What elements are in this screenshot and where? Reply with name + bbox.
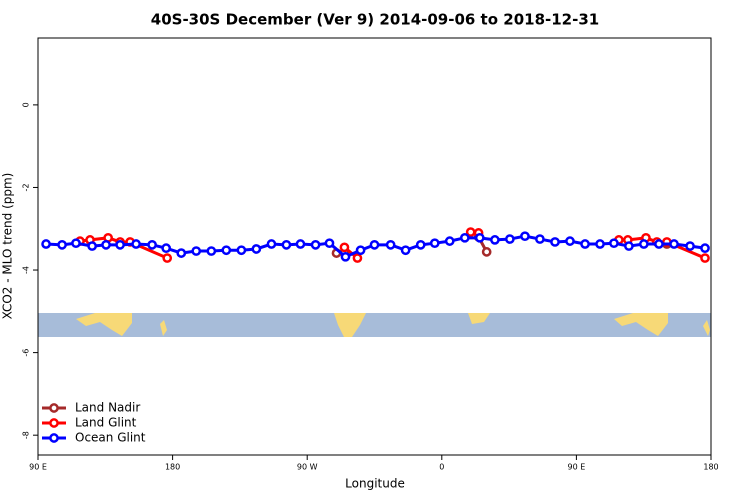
- land: [703, 320, 710, 336]
- y-tick-label: 0: [22, 102, 31, 107]
- point: [520, 231, 530, 242]
- legend-swatch: [49, 418, 59, 428]
- legend-swatch: [49, 403, 59, 413]
- point: [429, 238, 440, 249]
- x-tick-label: 180: [703, 463, 718, 472]
- point: [147, 239, 157, 250]
- point: [638, 239, 649, 249]
- point: [565, 236, 575, 246]
- y-tick-label: -2: [22, 183, 31, 191]
- point: [550, 237, 560, 247]
- point: [206, 246, 217, 256]
- legend-label: Ocean Glint: [75, 431, 146, 445]
- y-axis-label: XCO2 - MLO trend (ppm): [1, 173, 15, 320]
- point: [295, 239, 306, 249]
- land: [160, 320, 167, 336]
- point: [355, 245, 366, 256]
- point: [580, 239, 590, 249]
- point: [266, 239, 277, 249]
- land: [334, 313, 366, 337]
- plot-frame: [37, 37, 712, 456]
- point: [609, 238, 619, 249]
- point: [281, 239, 292, 250]
- point: [685, 241, 695, 251]
- land: [614, 313, 668, 336]
- point: [459, 232, 470, 243]
- point: [595, 239, 605, 249]
- x-tick-label: 90 W: [297, 463, 318, 472]
- point: [191, 246, 202, 256]
- chart-title: 40S-30S December (Ver 9) 2014-09-06 to 2…: [151, 11, 599, 29]
- point: [131, 239, 141, 249]
- point: [162, 253, 173, 263]
- point: [654, 239, 664, 249]
- point: [101, 239, 111, 250]
- land: [76, 313, 132, 336]
- point: [535, 234, 545, 244]
- point: [251, 244, 262, 254]
- y-tick-label: -6: [22, 349, 31, 357]
- point: [369, 239, 380, 250]
- point: [310, 239, 321, 250]
- point: [221, 245, 232, 256]
- point: [700, 243, 710, 254]
- y-tick-label: -8: [22, 431, 31, 439]
- point: [490, 235, 500, 245]
- point: [115, 239, 125, 250]
- point: [669, 239, 679, 249]
- y-tick-label: -4: [22, 266, 31, 274]
- ocean-strip: [38, 313, 711, 337]
- legend-swatch: [49, 433, 59, 443]
- point: [415, 239, 426, 250]
- point: [481, 247, 492, 257]
- point: [340, 251, 351, 262]
- point: [352, 253, 363, 263]
- point: [87, 241, 97, 251]
- x-tick-label: 90 E: [568, 463, 586, 472]
- map-strip: [38, 313, 711, 337]
- series-line: [79, 230, 706, 260]
- land: [468, 313, 490, 324]
- point: [474, 232, 485, 243]
- point: [624, 241, 634, 251]
- point: [236, 245, 247, 256]
- point: [700, 253, 710, 263]
- point: [176, 248, 187, 258]
- point: [339, 242, 350, 253]
- point: [324, 238, 335, 249]
- point: [57, 239, 67, 250]
- legend-label: Land Glint: [75, 416, 137, 430]
- point: [71, 238, 81, 249]
- legend-label: Land Nadir: [75, 401, 140, 415]
- x-tick-label: 180: [165, 463, 180, 472]
- point: [161, 243, 172, 254]
- point: [400, 245, 411, 256]
- x-tick-label: 0: [439, 463, 444, 472]
- x-axis-label: Longitude: [345, 477, 405, 491]
- point: [41, 239, 51, 249]
- point: [444, 236, 455, 246]
- x-tick-label: 90 E: [29, 463, 47, 472]
- point: [385, 239, 396, 250]
- point: [504, 234, 515, 244]
